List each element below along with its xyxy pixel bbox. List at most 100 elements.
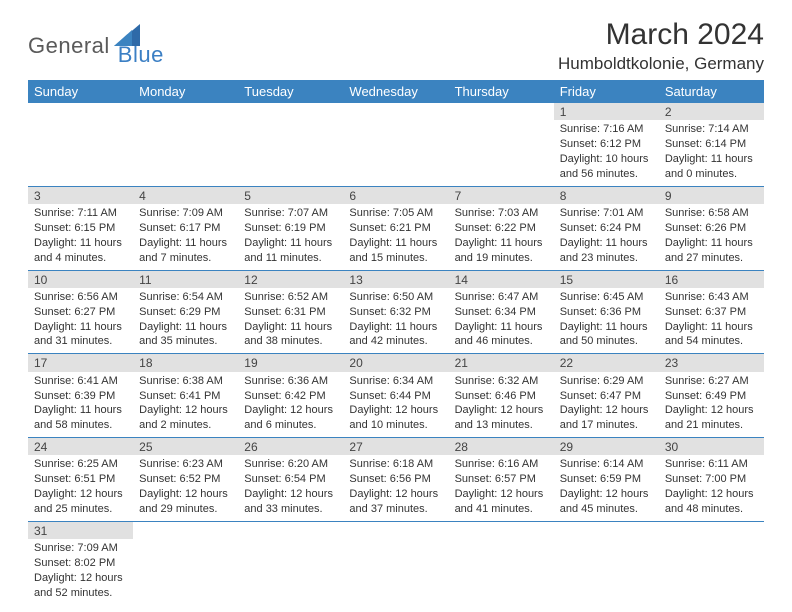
sunset-text: Sunset: 6:44 PM [349, 389, 442, 404]
sunset-text: Sunset: 6:37 PM [665, 305, 758, 320]
day-details: Sunrise: 6:14 AMSunset: 6:59 PMDaylight:… [554, 455, 659, 520]
day-number: 18 [133, 354, 238, 371]
daylight-text: Daylight: 12 hours and 45 minutes. [560, 487, 653, 517]
day-details: Sunrise: 6:56 AMSunset: 6:27 PMDaylight:… [28, 288, 133, 353]
calendar-cell: 12Sunrise: 6:52 AMSunset: 6:31 PMDayligh… [238, 270, 343, 354]
sunrise-text: Sunrise: 6:14 AM [560, 457, 653, 472]
sunrise-text: Sunrise: 7:07 AM [244, 206, 337, 221]
day-details: Sunrise: 6:11 AMSunset: 7:00 PMDaylight:… [659, 455, 764, 520]
calendar-cell [449, 103, 554, 186]
calendar-cell [343, 521, 448, 604]
calendar-cell: 31Sunrise: 7:09 AMSunset: 8:02 PMDayligh… [28, 521, 133, 604]
day-number: 19 [238, 354, 343, 371]
calendar-week-row: 24Sunrise: 6:25 AMSunset: 6:51 PMDayligh… [28, 438, 764, 522]
sunrise-text: Sunrise: 6:27 AM [665, 374, 758, 389]
weekday-header: Monday [133, 80, 238, 103]
day-details: Sunrise: 6:29 AMSunset: 6:47 PMDaylight:… [554, 372, 659, 437]
day-details: Sunrise: 7:09 AMSunset: 8:02 PMDaylight:… [28, 539, 133, 604]
day-number: 17 [28, 354, 133, 371]
calendar-cell: 10Sunrise: 6:56 AMSunset: 6:27 PMDayligh… [28, 270, 133, 354]
sunrise-text: Sunrise: 6:20 AM [244, 457, 337, 472]
day-number: 29 [554, 438, 659, 455]
sunrise-text: Sunrise: 6:29 AM [560, 374, 653, 389]
sunset-text: Sunset: 6:27 PM [34, 305, 127, 320]
day-details: Sunrise: 6:27 AMSunset: 6:49 PMDaylight:… [659, 372, 764, 437]
day-details: Sunrise: 6:36 AMSunset: 6:42 PMDaylight:… [238, 372, 343, 437]
sunrise-text: Sunrise: 6:58 AM [665, 206, 758, 221]
day-number: 13 [343, 271, 448, 288]
calendar-cell: 29Sunrise: 6:14 AMSunset: 6:59 PMDayligh… [554, 438, 659, 522]
daylight-text: Daylight: 11 hours and 58 minutes. [34, 403, 127, 433]
daylight-text: Daylight: 11 hours and 15 minutes. [349, 236, 442, 266]
calendar-cell: 5Sunrise: 7:07 AMSunset: 6:19 PMDaylight… [238, 186, 343, 270]
sunrise-text: Sunrise: 7:14 AM [665, 122, 758, 137]
location: Humboldtkolonie, Germany [558, 54, 764, 74]
sunset-text: Sunset: 6:54 PM [244, 472, 337, 487]
sunset-text: Sunset: 6:26 PM [665, 221, 758, 236]
day-details: Sunrise: 6:41 AMSunset: 6:39 PMDaylight:… [28, 372, 133, 437]
sunrise-text: Sunrise: 6:45 AM [560, 290, 653, 305]
sunset-text: Sunset: 6:49 PM [665, 389, 758, 404]
daylight-text: Daylight: 11 hours and 7 minutes. [139, 236, 232, 266]
day-number: 28 [449, 438, 554, 455]
weekday-header: Sunday [28, 80, 133, 103]
day-number: 25 [133, 438, 238, 455]
day-details: Sunrise: 6:47 AMSunset: 6:34 PMDaylight:… [449, 288, 554, 353]
calendar-cell: 11Sunrise: 6:54 AMSunset: 6:29 PMDayligh… [133, 270, 238, 354]
sunset-text: Sunset: 6:46 PM [455, 389, 548, 404]
sunrise-text: Sunrise: 7:16 AM [560, 122, 653, 137]
sunset-text: Sunset: 6:57 PM [455, 472, 548, 487]
day-details: Sunrise: 6:52 AMSunset: 6:31 PMDaylight:… [238, 288, 343, 353]
day-details: Sunrise: 6:18 AMSunset: 6:56 PMDaylight:… [343, 455, 448, 520]
day-number: 1 [554, 103, 659, 120]
daylight-text: Daylight: 11 hours and 0 minutes. [665, 152, 758, 182]
calendar-cell: 15Sunrise: 6:45 AMSunset: 6:36 PMDayligh… [554, 270, 659, 354]
calendar-cell: 4Sunrise: 7:09 AMSunset: 6:17 PMDaylight… [133, 186, 238, 270]
sunrise-text: Sunrise: 6:32 AM [455, 374, 548, 389]
daylight-text: Daylight: 12 hours and 6 minutes. [244, 403, 337, 433]
daylight-text: Daylight: 12 hours and 52 minutes. [34, 571, 127, 601]
day-number: 30 [659, 438, 764, 455]
day-details: Sunrise: 6:23 AMSunset: 6:52 PMDaylight:… [133, 455, 238, 520]
calendar-cell [133, 103, 238, 186]
calendar-cell: 3Sunrise: 7:11 AMSunset: 6:15 PMDaylight… [28, 186, 133, 270]
day-number: 3 [28, 187, 133, 204]
day-details: Sunrise: 7:05 AMSunset: 6:21 PMDaylight:… [343, 204, 448, 269]
calendar-cell: 16Sunrise: 6:43 AMSunset: 6:37 PMDayligh… [659, 270, 764, 354]
day-number: 4 [133, 187, 238, 204]
daylight-text: Daylight: 11 hours and 19 minutes. [455, 236, 548, 266]
sunrise-text: Sunrise: 6:52 AM [244, 290, 337, 305]
sunset-text: Sunset: 6:29 PM [139, 305, 232, 320]
sunrise-text: Sunrise: 6:34 AM [349, 374, 442, 389]
calendar-cell [343, 103, 448, 186]
sunset-text: Sunset: 6:59 PM [560, 472, 653, 487]
calendar-cell [238, 103, 343, 186]
calendar-cell [133, 521, 238, 604]
sunrise-text: Sunrise: 7:03 AM [455, 206, 548, 221]
calendar-cell [659, 521, 764, 604]
weekday-header: Tuesday [238, 80, 343, 103]
day-number: 15 [554, 271, 659, 288]
day-details: Sunrise: 7:09 AMSunset: 6:17 PMDaylight:… [133, 204, 238, 269]
day-number: 12 [238, 271, 343, 288]
sunrise-text: Sunrise: 6:54 AM [139, 290, 232, 305]
day-details: Sunrise: 6:16 AMSunset: 6:57 PMDaylight:… [449, 455, 554, 520]
daylight-text: Daylight: 11 hours and 46 minutes. [455, 320, 548, 350]
calendar-week-row: 10Sunrise: 6:56 AMSunset: 6:27 PMDayligh… [28, 270, 764, 354]
day-number: 31 [28, 522, 133, 539]
daylight-text: Daylight: 12 hours and 2 minutes. [139, 403, 232, 433]
calendar-body: 1 Sunrise: 7:16 AMSunset: 6:12 PM Daylight… [28, 103, 764, 605]
sunset-text: Sunset: 6:12 PM [560, 137, 653, 152]
day-details: Sunrise: 6:20 AMSunset: 6:54 PMDaylight:… [238, 455, 343, 520]
day-number: 26 [238, 438, 343, 455]
logo-text-1: General [28, 33, 110, 59]
daylight-text: Daylight: 11 hours and 31 minutes. [34, 320, 127, 350]
calendar-cell: 1Sunrise: 7:16 AMSunset: 6:12 PMDaylight… [554, 103, 659, 186]
sunset-text: Sunset: 6:31 PM [244, 305, 337, 320]
sunset-text: Sunset: 6:52 PM [139, 472, 232, 487]
daylight-text: Daylight: 11 hours and 50 minutes. [560, 320, 653, 350]
daylight-text: Daylight: 11 hours and 42 minutes. [349, 320, 442, 350]
day-details: Sunrise: 7:14 AMSunset: 6:14 PMDaylight:… [659, 120, 764, 185]
calendar-cell [28, 103, 133, 186]
day-number: 22 [554, 354, 659, 371]
